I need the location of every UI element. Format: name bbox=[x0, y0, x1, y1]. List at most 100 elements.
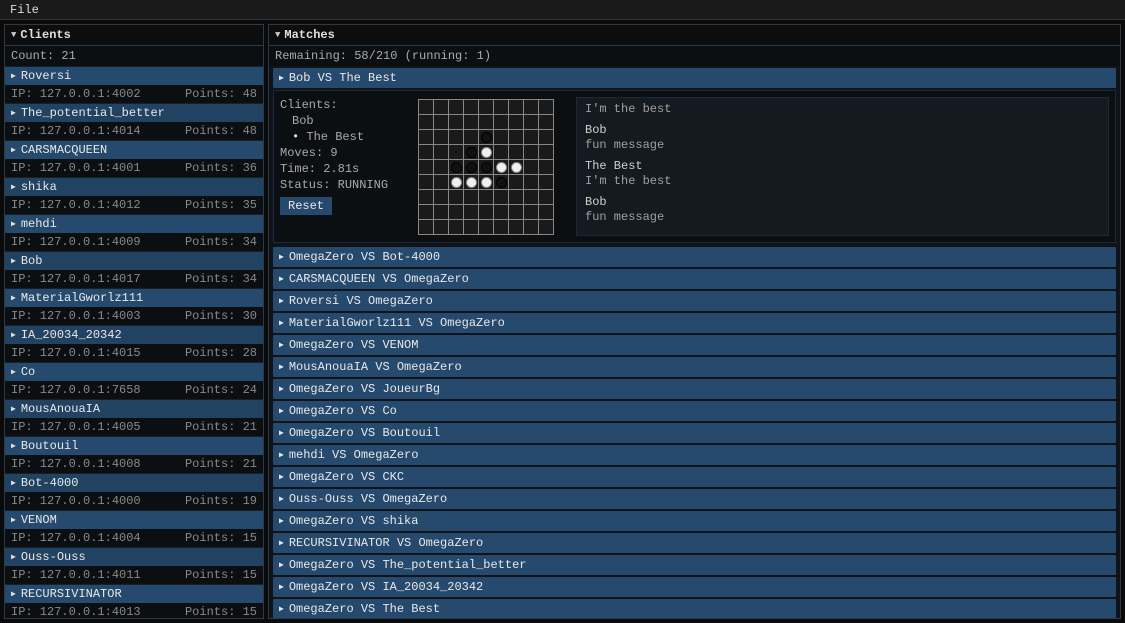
match-row[interactable]: ▶OmegaZero VS Boutouil bbox=[273, 423, 1116, 443]
board-cell bbox=[539, 145, 554, 160]
board-cell bbox=[509, 160, 524, 175]
client-row[interactable]: ▶MaterialGworlz111 bbox=[5, 288, 263, 307]
match-label: Ouss-Ouss VS OmegaZero bbox=[289, 492, 447, 506]
client-row[interactable]: ▶Bob bbox=[5, 251, 263, 270]
match-row[interactable]: ▶MousAnouaIA VS OmegaZero bbox=[273, 357, 1116, 377]
match-row[interactable]: ▶OmegaZero VS shika bbox=[273, 511, 1116, 531]
client-detail: IP: 127.0.0.1:4011Points: 15 bbox=[5, 566, 263, 584]
board-cell bbox=[434, 175, 449, 190]
board-cell bbox=[494, 190, 509, 205]
client-ip: IP: 127.0.0.1:4014 bbox=[11, 124, 141, 138]
match-row[interactable]: ▶OmegaZero VS CKC bbox=[273, 467, 1116, 487]
match-label: OmegaZero VS shika bbox=[289, 514, 419, 528]
clients-panel-header[interactable]: ▼ Clients bbox=[5, 25, 263, 46]
board-cell bbox=[509, 130, 524, 145]
match-row[interactable]: ▶MaterialGworlz111 VS OmegaZero bbox=[273, 313, 1116, 333]
file-menu[interactable]: File bbox=[6, 3, 43, 17]
match-row[interactable]: ▶Roversi VS OmegaZero bbox=[273, 291, 1116, 311]
client-detail: IP: 127.0.0.1:4001Points: 36 bbox=[5, 159, 263, 177]
client-ip: IP: 127.0.0.1:4005 bbox=[11, 420, 141, 434]
match-row[interactable]: ▶ RECURSIVINATOR VS OmegaZero bbox=[273, 533, 1116, 553]
board-cell bbox=[419, 100, 434, 115]
chat-message: Bobfun message bbox=[585, 195, 1100, 225]
matches-panel-header[interactable]: ▼ Matches bbox=[269, 25, 1120, 46]
client-row[interactable]: ▶Bot-4000 bbox=[5, 473, 263, 492]
client-row[interactable]: ▶RECURSIVINATOR bbox=[5, 584, 263, 603]
game-board bbox=[418, 97, 568, 236]
match-row-expanded[interactable]: ▶ Bob VS The Best bbox=[273, 68, 1116, 88]
match-client-b: The Best bbox=[280, 129, 410, 145]
client-row[interactable]: ▶Co bbox=[5, 362, 263, 381]
board-cell bbox=[464, 205, 479, 220]
match-label: MousAnouaIA VS OmegaZero bbox=[289, 360, 462, 374]
matches-panel-body: Remaining: 58/210 (running: 1) ▶ Bob VS … bbox=[269, 46, 1120, 618]
board-cell bbox=[494, 220, 509, 235]
client-name: Co bbox=[21, 365, 35, 379]
client-row[interactable]: ▶Ouss-Ouss bbox=[5, 547, 263, 566]
board-cell bbox=[479, 190, 494, 205]
board-cell bbox=[539, 115, 554, 130]
board-cell bbox=[464, 130, 479, 145]
match-row[interactable]: ▶OmegaZero VS IA_20034_20342 bbox=[273, 577, 1116, 597]
chevron-right-icon: ▶ bbox=[11, 441, 16, 451]
client-row[interactable]: ▶mehdi bbox=[5, 214, 263, 233]
client-row[interactable]: ▶Roversi bbox=[5, 66, 263, 85]
black-stone-icon bbox=[451, 162, 462, 173]
chat-text: I'm the best bbox=[585, 102, 1100, 117]
match-meta: Clients: Bob The Best Moves: 9 Time: 2.8… bbox=[280, 97, 410, 236]
client-detail: IP: 127.0.0.1:4002Points: 48 bbox=[5, 85, 263, 103]
clients-count: Count: 21 bbox=[5, 46, 263, 66]
board-cell bbox=[464, 145, 479, 160]
chevron-right-icon: ▶ bbox=[11, 515, 16, 525]
chat-message: Bobfun message bbox=[585, 123, 1100, 153]
client-name: CARSMACQUEEN bbox=[21, 143, 107, 157]
chevron-right-icon: ▶ bbox=[279, 538, 284, 548]
client-detail: IP: 127.0.0.1:4009Points: 34 bbox=[5, 233, 263, 251]
match-label: RECURSIVINATOR VS OmegaZero bbox=[289, 536, 483, 550]
matches-panel-title: Matches bbox=[284, 28, 334, 42]
board-cell bbox=[509, 220, 524, 235]
match-row[interactable]: ▶OmegaZero VS The_potential_better bbox=[273, 555, 1116, 575]
board-cell bbox=[524, 160, 539, 175]
match-row[interactable]: ▶OmegaZero VS JoueurBg bbox=[273, 379, 1116, 399]
client-row[interactable]: ▶shika bbox=[5, 177, 263, 196]
black-stone-icon bbox=[481, 132, 492, 143]
black-stone-icon bbox=[466, 162, 477, 173]
chevron-right-icon: ▶ bbox=[279, 406, 284, 416]
client-name: MousAnouaIA bbox=[21, 402, 100, 416]
board-cell bbox=[419, 130, 434, 145]
client-row[interactable]: ▶VENOM bbox=[5, 510, 263, 529]
client-row[interactable]: ▶MousAnouaIA bbox=[5, 399, 263, 418]
match-row[interactable]: ▶CARSMACQUEEN VS OmegaZero bbox=[273, 269, 1116, 289]
match-row[interactable]: ▶OmegaZero VS Bot-4000 bbox=[273, 247, 1116, 267]
reset-button[interactable]: Reset bbox=[280, 197, 332, 215]
match-row[interactable]: ▶Ouss-Ouss VS OmegaZero bbox=[273, 489, 1116, 509]
client-row[interactable]: ▶IA_20034_20342 bbox=[5, 325, 263, 344]
board-cell bbox=[494, 205, 509, 220]
client-name: IA_20034_20342 bbox=[21, 328, 122, 342]
board-cell bbox=[539, 160, 554, 175]
client-row[interactable]: ▶CARSMACQUEEN bbox=[5, 140, 263, 159]
match-row[interactable]: ▶OmegaZero VS VENOM bbox=[273, 335, 1116, 355]
board-cell bbox=[449, 175, 464, 190]
match-row[interactable]: ▶OmegaZero VS Co bbox=[273, 401, 1116, 421]
match-row[interactable]: ▶mehdi VS OmegaZero bbox=[273, 445, 1116, 465]
clients-panel: ▼ Clients Count: 21 ▶RoversiIP: 127.0.0.… bbox=[4, 24, 264, 619]
client-row[interactable]: ▶Boutouil bbox=[5, 436, 263, 455]
client-ip: IP: 127.0.0.1:4000 bbox=[11, 494, 141, 508]
client-ip: IP: 127.0.0.1:4011 bbox=[11, 568, 141, 582]
board-cell bbox=[539, 205, 554, 220]
board-cell bbox=[434, 100, 449, 115]
black-stone-icon bbox=[496, 177, 507, 188]
chevron-down-icon: ▼ bbox=[275, 30, 280, 40]
match-row[interactable]: ▶OmegaZero VS The Best bbox=[273, 599, 1116, 618]
board-cell bbox=[464, 190, 479, 205]
chevron-right-icon: ▶ bbox=[279, 318, 284, 328]
board-cell bbox=[449, 220, 464, 235]
client-row[interactable]: ▶The_potential_better bbox=[5, 103, 263, 122]
client-detail: IP: 127.0.0.1:4000Points: 19 bbox=[5, 492, 263, 510]
board-cell bbox=[419, 205, 434, 220]
board-cell bbox=[479, 145, 494, 160]
board-cell bbox=[449, 205, 464, 220]
board-cell bbox=[419, 115, 434, 130]
